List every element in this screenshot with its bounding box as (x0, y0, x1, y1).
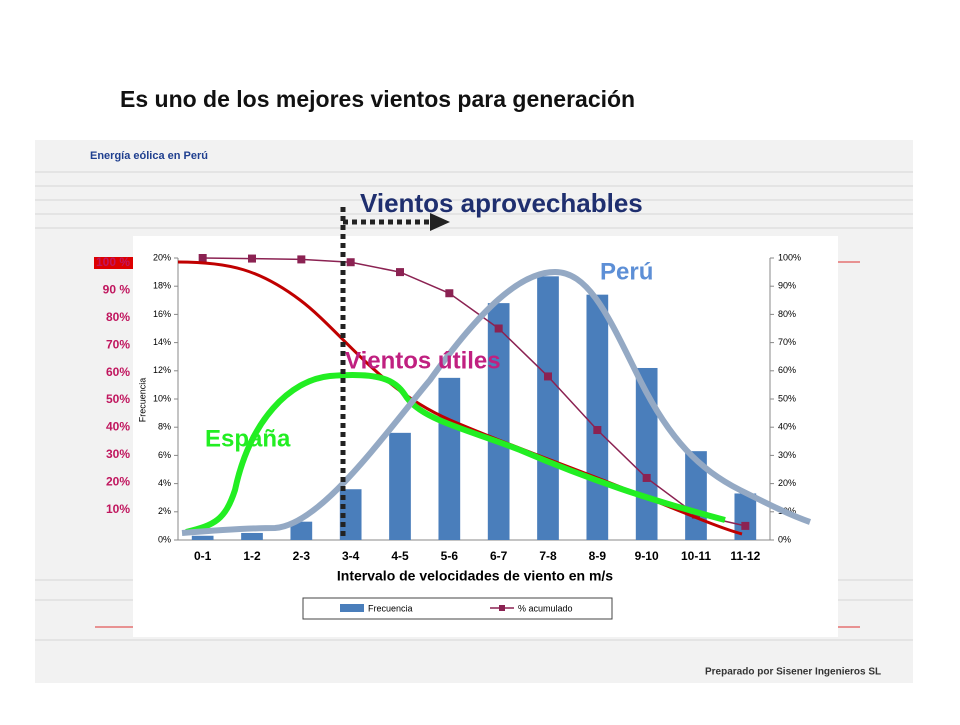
bar (734, 493, 757, 540)
x-tick-label: 4-5 (391, 549, 409, 563)
y2-tick-label: 50% (778, 393, 796, 403)
slide-title: Es uno de los mejores vientos para gener… (120, 86, 635, 112)
annotation: España (205, 425, 291, 452)
side-label: 100 % (96, 255, 130, 269)
side-label: 50% (106, 392, 130, 406)
y-tick-label: 10% (153, 393, 171, 403)
marker (346, 258, 355, 267)
bar (191, 535, 214, 540)
legend-swatch (340, 604, 364, 612)
y-axis-title: Frecuencia (137, 378, 147, 423)
side-label: 90 % (103, 283, 131, 297)
x-tick-label: 9-10 (635, 549, 659, 563)
highlight (94, 257, 134, 269)
y-tick-label: 18% (153, 281, 171, 291)
marker (544, 372, 552, 381)
y2-tick-label: 40% (778, 422, 796, 432)
y-tick-label: 6% (158, 450, 171, 460)
line (202, 257, 746, 527)
bar (241, 532, 263, 540)
y-tick-label: 2% (158, 506, 171, 516)
side-label: 10% (106, 502, 130, 516)
annotation: Perú (600, 258, 653, 285)
side-label: 30% (106, 447, 130, 461)
bar (339, 489, 362, 540)
marker (248, 254, 256, 263)
marker (494, 324, 503, 333)
marker (297, 255, 306, 264)
bar (487, 303, 510, 540)
x-tick-label: 8-9 (589, 549, 607, 563)
x-tick-label: 7-8 (539, 549, 557, 563)
bar (389, 432, 411, 540)
y2-tick-label: 20% (778, 478, 796, 488)
y-tick-label: 20% (153, 252, 171, 262)
y-tick-label: 4% (158, 478, 171, 488)
arrow-head (430, 213, 450, 231)
y2-tick-label: 70% (778, 337, 796, 347)
side-label: 70% (106, 337, 130, 351)
marker (396, 268, 404, 277)
bar (685, 451, 707, 540)
marker (593, 426, 602, 435)
legend-swatch (499, 605, 505, 611)
marker (642, 473, 651, 482)
y2-tick-label: 80% (778, 309, 796, 319)
side-label: 40% (106, 420, 130, 434)
legend-box (302, 597, 613, 620)
y2-tick-label: 60% (778, 365, 796, 375)
bar (537, 276, 559, 540)
x-tick-label: 11-12 (730, 549, 760, 563)
bar (290, 521, 313, 540)
y-tick-label: 14% (153, 337, 171, 347)
bar (586, 294, 609, 540)
y-tick-label: 16% (153, 309, 171, 319)
side-label: 60% (106, 365, 130, 379)
y2-tick-label: 30% (778, 450, 796, 460)
x-tick-label: 0-1 (194, 549, 212, 563)
marker (741, 521, 750, 530)
side-label: 80% (106, 310, 130, 324)
bar (438, 377, 461, 540)
legend-label: Frecuencia (368, 603, 413, 613)
x-axis-title: Intervalo de velocidades de viento en m/… (337, 568, 613, 584)
y-tick-label: 0% (158, 534, 171, 544)
annotation: Vientos aprovechables (360, 188, 643, 218)
peru-curve (181, 268, 811, 536)
x-tick-label: 3-4 (342, 549, 360, 563)
marker (198, 254, 207, 262)
y-tick-label: 12% (153, 365, 171, 375)
y2-tick-label: 0% (778, 534, 791, 544)
x-tick-label: 6-7 (490, 549, 508, 563)
credit: Preparado por Sisener Ingenieros SL (705, 667, 881, 678)
y2-tick-label: 90% (778, 281, 796, 291)
annotation: Vientos útiles (345, 347, 501, 374)
y-tick-label: 8% (158, 422, 171, 432)
chart-title: Energía eólica en Perú (90, 150, 208, 162)
x-tick-label: 10-11 (681, 549, 711, 563)
x-tick-label: 5-6 (441, 549, 459, 563)
x-tick-label: 2-3 (293, 549, 311, 563)
y2-tick-label: 100% (778, 252, 801, 262)
marker (445, 289, 454, 298)
x-tick-label: 1-2 (243, 549, 261, 563)
side-label: 20% (106, 474, 130, 488)
legend-label: % acumulado (518, 603, 573, 613)
spain-curve (185, 372, 726, 535)
